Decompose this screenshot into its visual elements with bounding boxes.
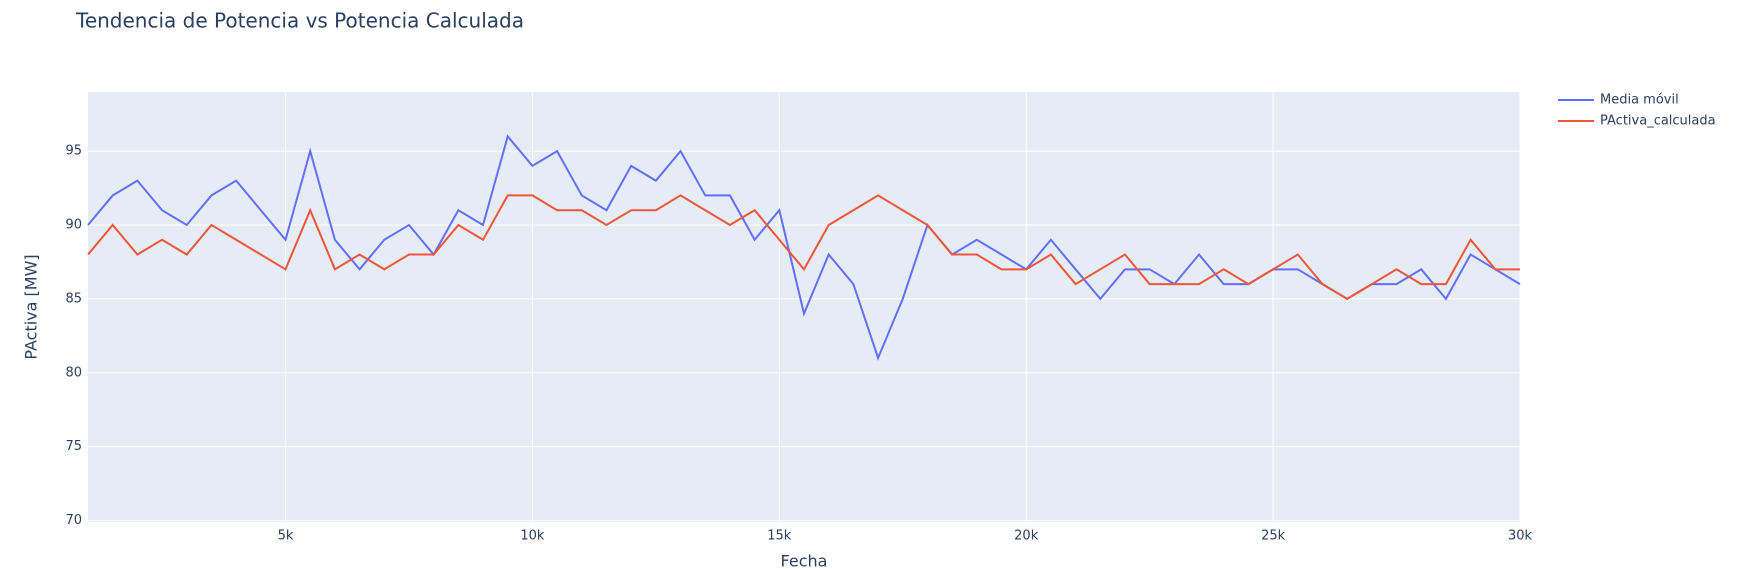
y-tick-label: 85 xyxy=(65,291,82,306)
chart-title: Tendencia de Potencia vs Potencia Calcul… xyxy=(75,9,524,33)
legend-label: Media móvil xyxy=(1600,93,1679,108)
plot-area xyxy=(88,92,1520,522)
x-tick-label: 5k xyxy=(278,529,294,544)
y-tick-label: 95 xyxy=(65,144,82,159)
series-line xyxy=(87,194,1520,301)
x-axis-title: Fecha xyxy=(781,552,828,569)
y-tick-label: 90 xyxy=(65,217,82,232)
y-tick-label: 80 xyxy=(65,365,82,380)
series-line xyxy=(87,134,1521,361)
y-axis-title: PActiva [MW] xyxy=(22,254,41,359)
legend-label: PActiva_calculada xyxy=(1600,114,1716,129)
x-tick-label: 10k xyxy=(520,529,545,544)
x-tick-label: 25k xyxy=(1261,529,1286,544)
y-tick-label: 75 xyxy=(65,439,82,454)
x-tick-label: 30k xyxy=(1508,529,1533,544)
x-tick-label: 15k xyxy=(767,529,792,544)
x-tick-label: 20k xyxy=(1014,529,1039,544)
y-tick-label: 70 xyxy=(65,513,82,528)
